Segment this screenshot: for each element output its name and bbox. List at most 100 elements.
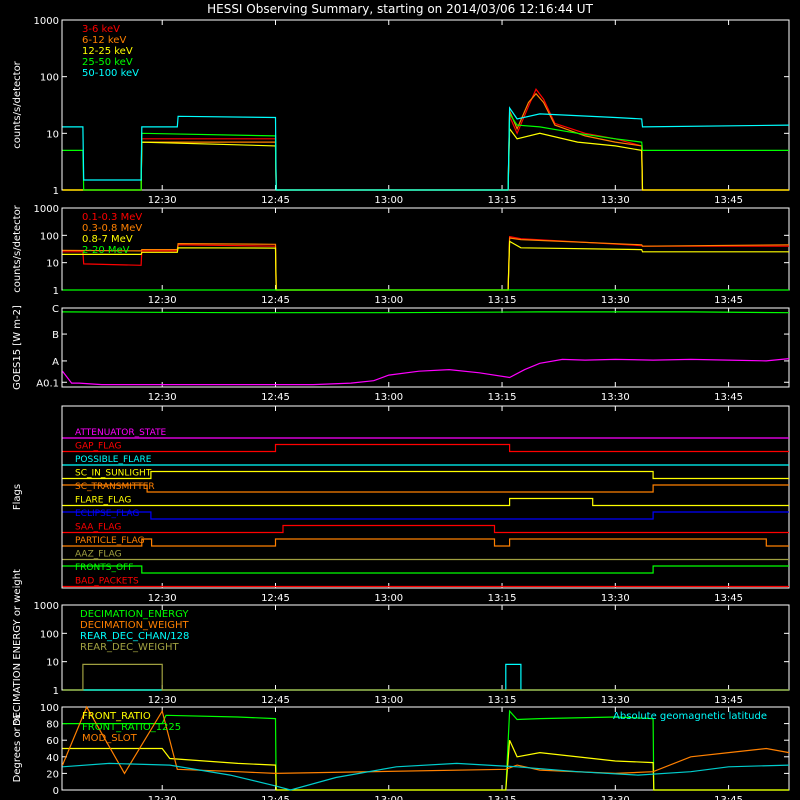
flag-label: FLARE_FLAG: [75, 496, 131, 506]
series-line: [62, 311, 790, 314]
panel-geo: 12:30 12:45 13:00 13:15 13:30 13:45 0 20 40 60 80 1…: [12, 703, 790, 800]
x-tick-label: 12:45: [261, 695, 290, 706]
flag-label: SAA_FLAG: [75, 523, 121, 533]
legend-entry: 50-100 keV: [82, 68, 139, 79]
x-tick-label: 13:00: [374, 295, 403, 306]
x-tick-label: 13:30: [601, 795, 630, 800]
panel-decimation: 12:30 12:45 13:00 13:15 13:30 13:45 1 10 100 1000…: [12, 569, 790, 726]
y-tick-label: 80: [46, 720, 59, 731]
x-tick-label: 13:30: [601, 295, 630, 306]
flag-label: SC_TRANSMITTER: [75, 482, 155, 492]
series-line: [62, 88, 789, 191]
x-tick-label: 12:30: [148, 392, 177, 403]
axes-frame: [61, 19, 790, 191]
x-tick-label: 12:45: [261, 195, 290, 206]
series-line: [62, 663, 789, 691]
flag-label: POSSIBLE_FLARE: [75, 455, 152, 465]
legend-entry: 6-12 keV: [82, 35, 126, 46]
flag-line: [62, 470, 789, 480]
flag-label: SC_IN_SUNLIGHT: [75, 469, 152, 479]
panel-goes: 12:30 12:45 13:00 13:15 13:30 13:45 A0.1 A B C GOE…: [12, 304, 790, 403]
flag-label: PARTICLE_FLAG: [75, 536, 145, 546]
legend-entry: 3-6 keV: [82, 24, 120, 35]
y-tick-label: 20: [46, 769, 59, 780]
legend-entry: 12-25 keV: [82, 46, 133, 57]
x-tick-label: 13:45: [714, 195, 743, 206]
x-tick-label: 12:30: [148, 695, 177, 706]
x-tick-label: 13:15: [488, 593, 517, 604]
flag-line: [62, 443, 789, 453]
series-line: [62, 358, 790, 386]
series-line: [62, 709, 789, 791]
x-tick-label: 13:45: [714, 392, 743, 403]
legend-entry: DECIMATION_WEIGHT: [80, 620, 189, 631]
series-line: [62, 237, 790, 291]
y-tick-label: 100: [40, 629, 59, 640]
flag-label: ECLIPSE_FLAG: [75, 509, 139, 519]
y-tick-label: 1: [53, 686, 59, 697]
geomagnetic-annotation: Absolute geomagnetic latitude: [613, 711, 767, 722]
y-tick-label: 10: [46, 129, 59, 140]
flag-label: ATTENUATOR_STATE: [75, 428, 167, 438]
flag-label: BAD_PACKETS: [75, 577, 139, 587]
series-line: [62, 240, 789, 291]
x-tick-label: 13:00: [374, 795, 403, 800]
flag-line: [62, 565, 789, 574]
legend-entry: 0.8-7 MeV: [82, 234, 133, 245]
x-tick-label: 12:30: [148, 593, 177, 604]
axes-frame: [61, 405, 790, 589]
x-tick-label: 13:45: [714, 695, 743, 706]
panel-flags: 12:30 12:45 13:00 13:15 13:30 13:45 Flags ATTEN…: [12, 405, 790, 604]
y-tick-label: 100: [40, 231, 59, 242]
y-axis-label: counts/s/detector: [12, 204, 23, 292]
y-axis-label: Flags: [12, 484, 23, 510]
flag-label: GAP_FLAG: [75, 442, 121, 452]
panel-hxr: 12:30 12:45 13:00 13:15 13:30 13:45 1 10 100 1000…: [12, 16, 790, 206]
x-tick-label: 12:45: [261, 795, 290, 800]
y-axis-label: counts/s/detector: [12, 60, 23, 148]
x-tick-label: 13:45: [714, 295, 743, 306]
y-tick-label: 60: [46, 736, 59, 747]
series-line: [61, 705, 790, 775]
x-tick-label: 12:30: [148, 195, 177, 206]
x-tick-label: 12:30: [148, 295, 177, 306]
x-tick-label: 13:30: [601, 593, 630, 604]
x-tick-label: 13:00: [374, 195, 403, 206]
x-tick-label: 13:00: [374, 695, 403, 706]
x-tick-label: 13:15: [488, 392, 517, 403]
legend-entry: 0.3-0.8 MeV: [82, 223, 142, 234]
series-line: [62, 106, 790, 191]
y-tick-label: 1: [53, 286, 59, 297]
y-tick-label: 1000: [34, 601, 59, 612]
y-tick-label: 10: [46, 259, 59, 270]
y-axis-label: Degrees or %: [12, 715, 23, 783]
y-tick-label: A: [52, 357, 59, 368]
series-line: [62, 739, 789, 791]
legend-entry: DECIMATION_ENERGY: [80, 609, 189, 620]
y-tick-label: 100: [40, 703, 59, 714]
y-tick-label: 10: [46, 658, 59, 669]
y-tick-label: 100: [40, 73, 59, 84]
legend-entry: 2-20 MeV: [82, 245, 130, 256]
legend-entry: REAR_DEC_CHAN/128: [80, 631, 189, 642]
flag-line: [62, 484, 789, 493]
panel-gamma: 12:30 12:45 13:00 13:15 13:30 13:45 1 10 100 1000…: [12, 204, 790, 306]
legend-entry: FRONT_RATIO_1225: [82, 722, 181, 733]
flag-label: AAZ_FLAG: [75, 550, 122, 560]
legend-entry: 25-50 keV: [82, 57, 133, 68]
x-tick-label: 13:15: [488, 795, 517, 800]
flag-line: [62, 497, 789, 507]
y-tick-label: A0.1: [36, 378, 59, 389]
legend-entry: REAR_DEC_WEIGHT: [80, 642, 179, 653]
series-line: [62, 92, 789, 191]
series-line: [62, 762, 790, 791]
x-tick-label: 13:15: [488, 695, 517, 706]
flag-label: FRONTS_OFF: [75, 563, 133, 573]
y-axis-label: GOES15 [W m-2]: [12, 305, 23, 390]
x-tick-label: 13:15: [488, 195, 517, 206]
x-tick-label: 13:45: [714, 795, 743, 800]
x-tick-label: 13:30: [601, 695, 630, 706]
axes-frame: [61, 307, 790, 388]
x-tick-label: 13:00: [374, 392, 403, 403]
legend-entry: MOD_SLOT: [82, 733, 138, 744]
